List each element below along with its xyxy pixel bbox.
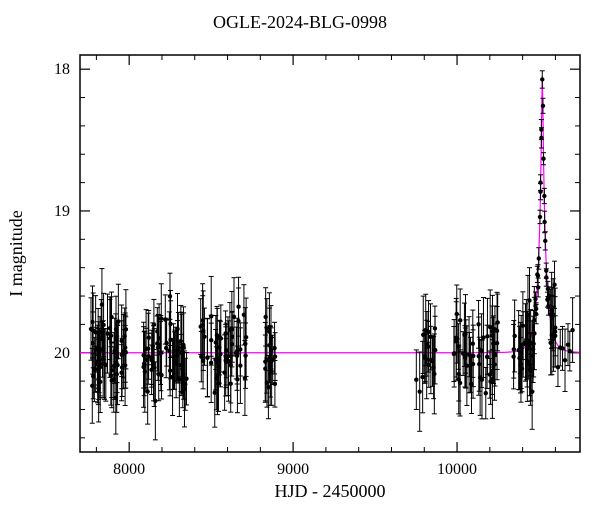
ytick-label: 19 bbox=[54, 203, 70, 220]
chart-svg: OGLE-2024-BLG-0998 8000 9000 10000 18 19 20 HJD… bbox=[0, 0, 600, 512]
lightcurve-chart: OGLE-2024-BLG-0998 8000 9000 10000 18 19 20 HJD… bbox=[0, 0, 600, 512]
xtick-label: 8000 bbox=[113, 461, 145, 478]
chart-title: OGLE-2024-BLG-0998 bbox=[213, 12, 387, 32]
xtick-label: 9000 bbox=[277, 461, 309, 478]
ylabel: I magnitude bbox=[6, 210, 26, 296]
ytick-label: 18 bbox=[54, 61, 70, 78]
ytick-label: 20 bbox=[54, 345, 70, 362]
xtick-label: 10000 bbox=[437, 461, 477, 478]
model-curve bbox=[80, 76, 580, 352]
xlabel: HJD - 2450000 bbox=[275, 481, 386, 501]
data-points bbox=[88, 71, 575, 440]
